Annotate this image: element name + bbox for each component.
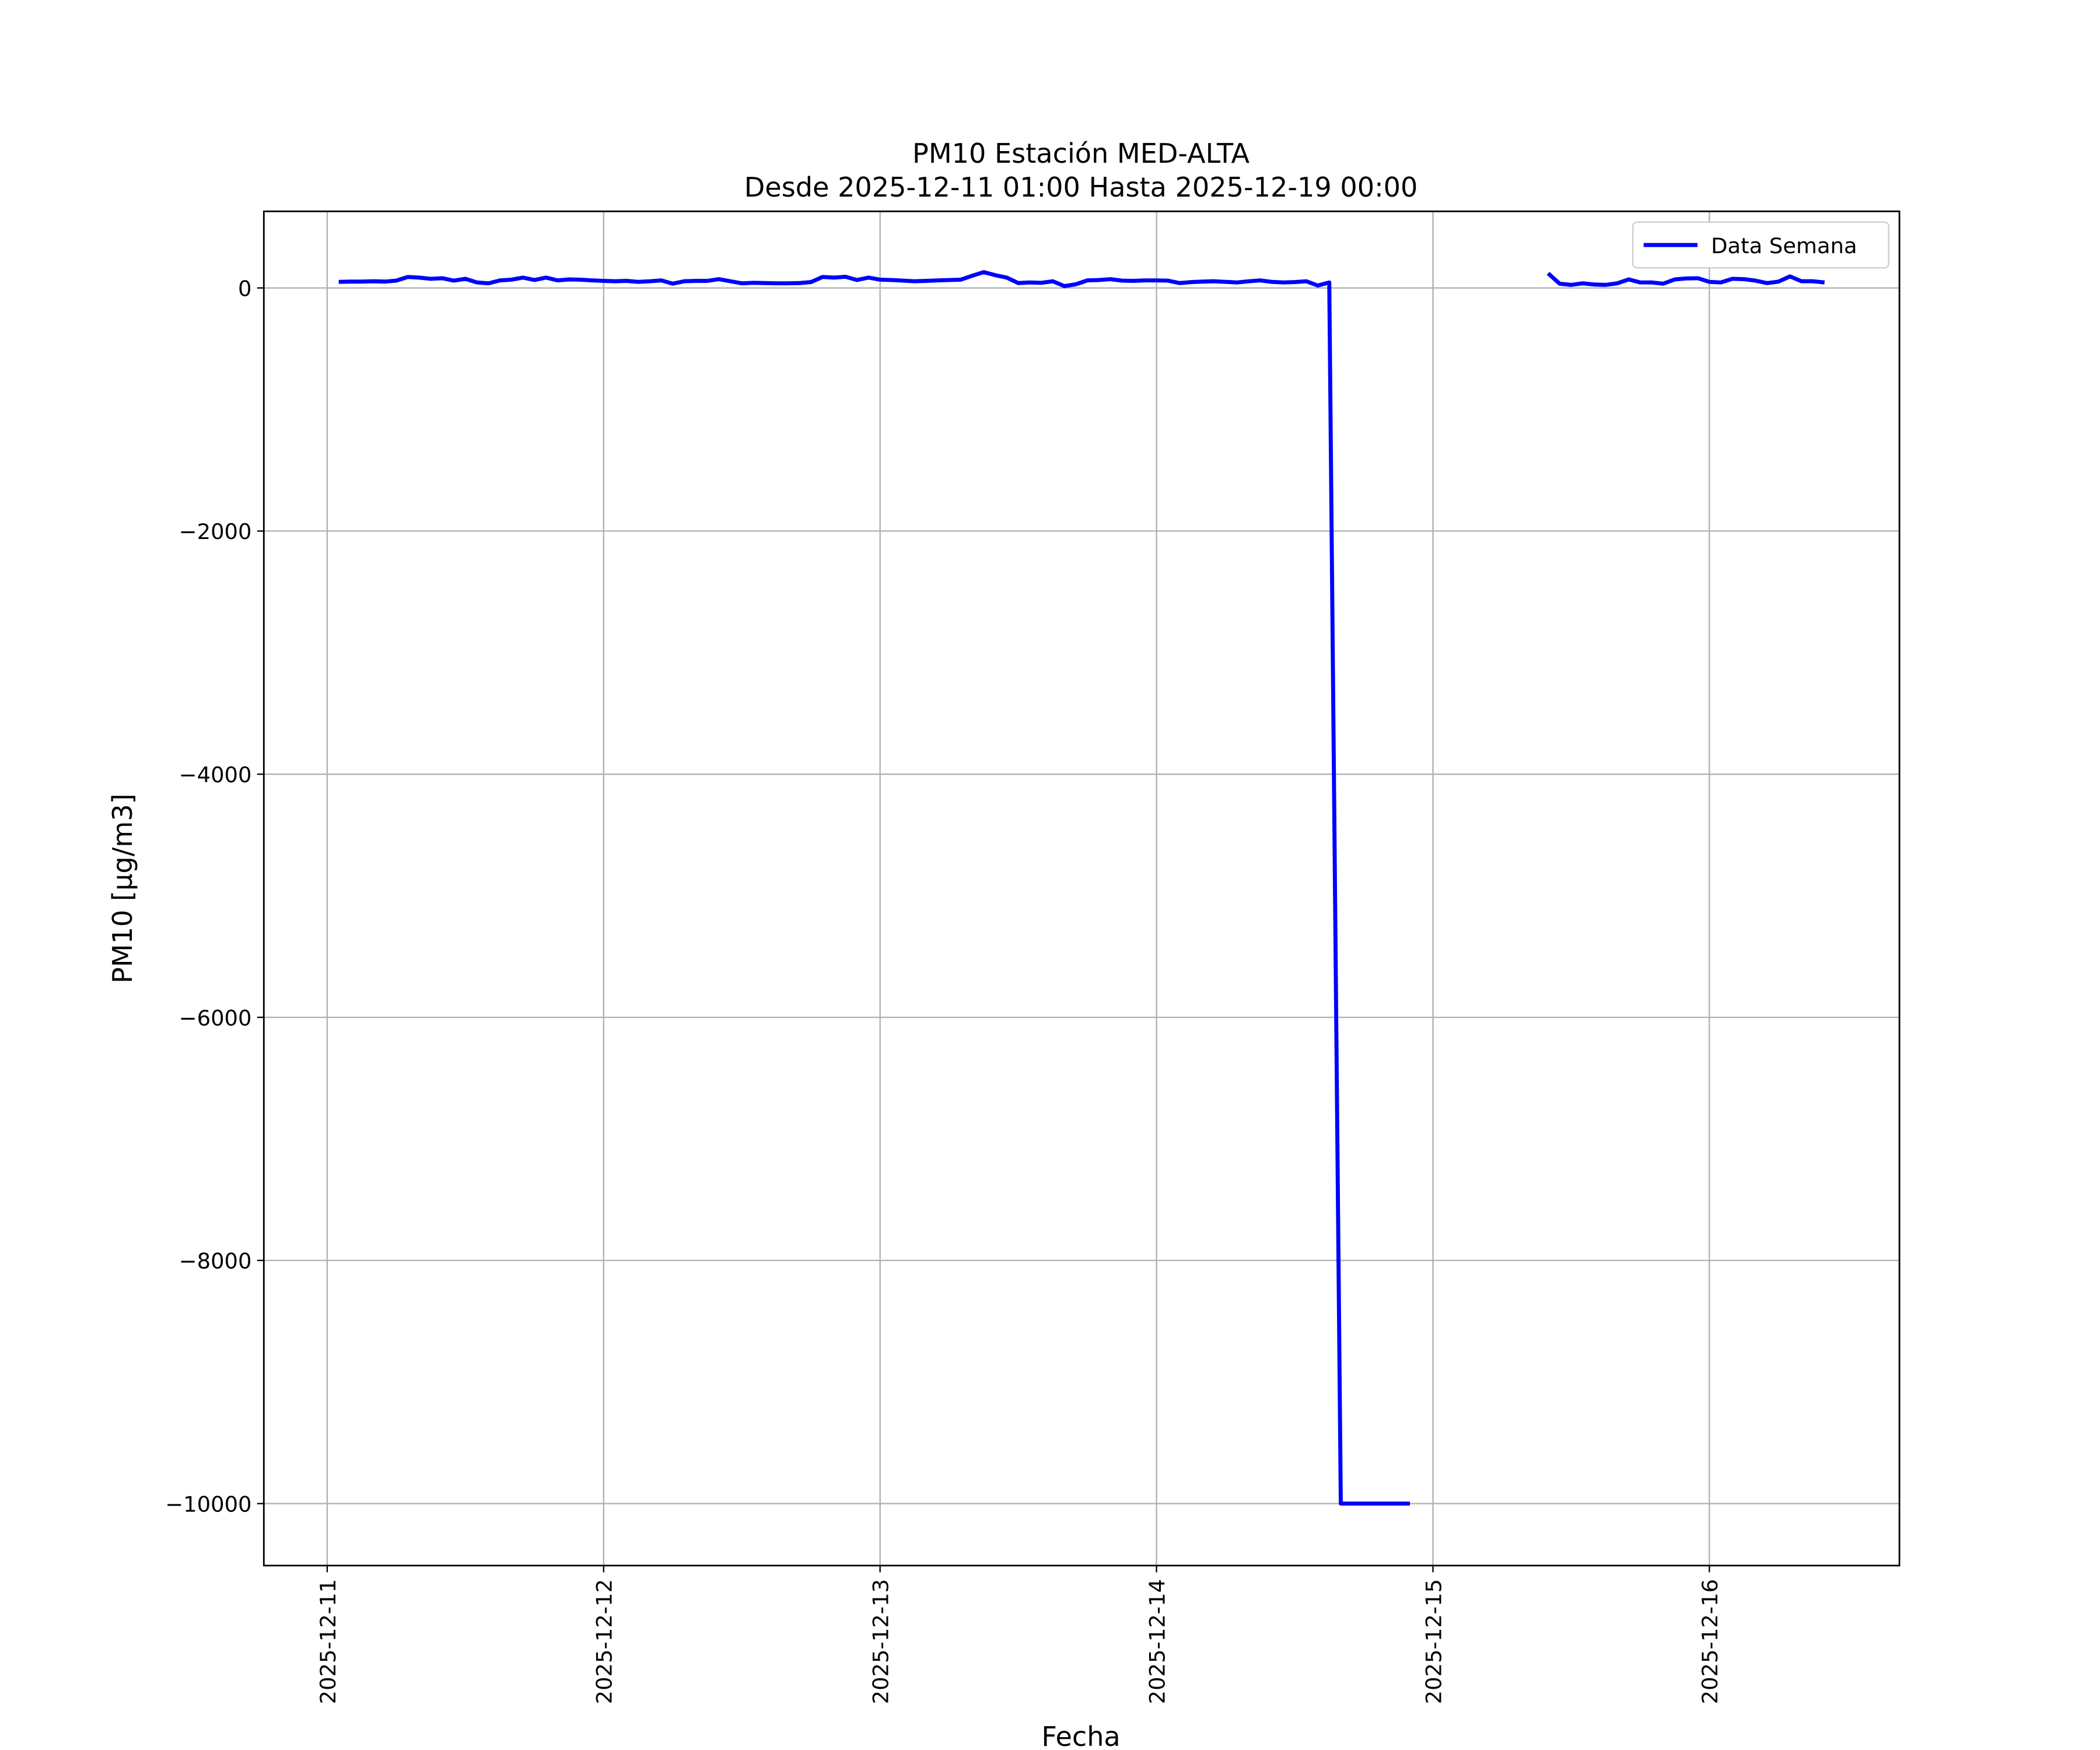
line	[1546, 272, 1825, 287]
x-tick-label: 2025-12-15	[1421, 1579, 1446, 1704]
plot-frame	[262, 210, 1901, 1567]
chart-title: PM10 Estación MED-ALTA	[912, 138, 1250, 169]
y-tick-label: 0	[238, 276, 251, 301]
x-tick-label: 2025-12-14	[1144, 1579, 1170, 1704]
x-axis-label: Fecha	[1041, 1721, 1120, 1750]
y-tick-label: −4000	[179, 762, 252, 788]
legend-label: Data Semana	[1711, 233, 1857, 258]
legend: Data Semana	[1632, 221, 1889, 269]
x-tick-label: 2025-12-16	[1698, 1579, 1723, 1704]
legend-box	[1632, 221, 1889, 269]
y-tick-label: −10000	[165, 1492, 251, 1517]
y-tick-label: −8000	[179, 1249, 252, 1274]
y-axis-label: PM10 [μg/m3]	[107, 793, 138, 984]
y-tick-label: −6000	[179, 1006, 252, 1031]
line	[338, 270, 1410, 1506]
x-tick-label: 2025-12-12	[592, 1579, 617, 1704]
x-tick-label: 2025-12-13	[869, 1579, 894, 1704]
y-tick-label: −2000	[179, 519, 252, 544]
x-tick-label: 2025-12-11	[316, 1579, 341, 1704]
chart-subtitle: Desde 2025-12-11 01:00 Hasta 2025-12-19 …	[744, 172, 1418, 203]
